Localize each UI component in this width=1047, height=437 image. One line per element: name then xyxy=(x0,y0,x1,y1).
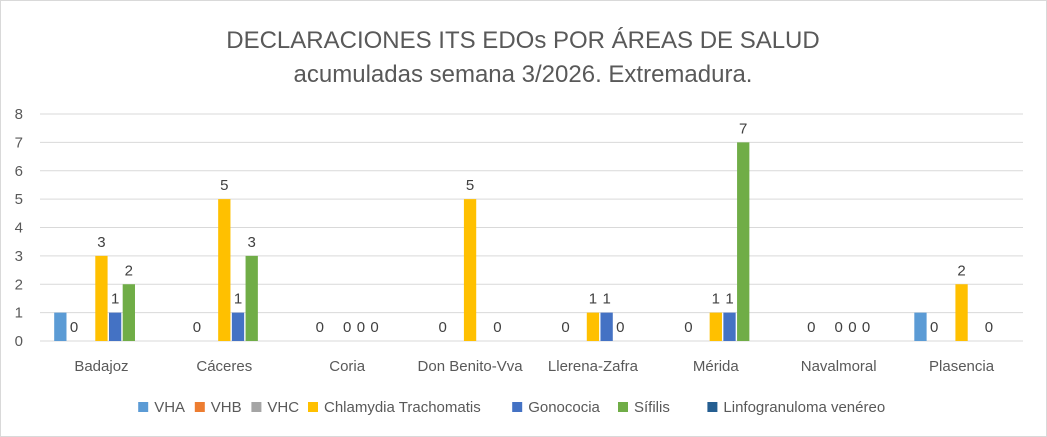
data-label: 1 xyxy=(234,291,242,308)
y-tick-label: 3 xyxy=(15,248,23,265)
bars-layer xyxy=(54,142,968,341)
x-category-label: Navalmoral xyxy=(801,358,877,375)
bar xyxy=(245,255,258,341)
data-label: 0 xyxy=(862,319,870,336)
x-category-label: Coria xyxy=(329,358,366,375)
data-label: 3 xyxy=(248,234,256,251)
data-label: 0 xyxy=(561,319,569,336)
data-label: 0 xyxy=(493,319,501,336)
data-label: 0 xyxy=(807,319,815,336)
legend-swatch xyxy=(308,402,318,412)
legend-label: VHC xyxy=(267,399,299,416)
data-label: 5 xyxy=(466,177,474,194)
bar xyxy=(108,312,122,341)
y-tick-label: 5 xyxy=(15,191,23,208)
chart-subtitle: acumuladas semana 3/2026. Extremadura. xyxy=(294,61,753,88)
x-category-label: Llerena-Zafra xyxy=(548,358,639,375)
legend-item: Sífilis xyxy=(618,399,670,416)
grid-layer xyxy=(40,113,1023,342)
bar xyxy=(709,312,722,341)
y-tick-label: 2 xyxy=(15,276,23,293)
data-label: 0 xyxy=(357,319,365,336)
legend-item: VHB xyxy=(194,399,242,416)
legend-label: VHB xyxy=(211,399,242,416)
x-category-label: Plasencia xyxy=(929,358,995,375)
data-label: 0 xyxy=(616,319,624,336)
data-label: 0 xyxy=(70,319,78,336)
bar xyxy=(586,312,600,341)
y-axis-ticks: 0 1 2 3 4 5 6 7 8 xyxy=(15,106,23,350)
bar xyxy=(95,255,108,341)
data-label: 0 xyxy=(316,319,324,336)
legend-item: Linfogranuloma venéreo xyxy=(707,399,885,416)
data-label: 1 xyxy=(712,291,720,308)
legend-label: Gonococia xyxy=(528,399,600,416)
data-label: 0 xyxy=(343,319,351,336)
legend-item: VHA xyxy=(138,399,185,416)
bar xyxy=(218,199,231,341)
data-label: 3 xyxy=(97,234,105,251)
legend-swatch xyxy=(618,402,628,412)
bar xyxy=(54,312,67,341)
y-tick-label: 7 xyxy=(15,134,23,151)
data-label: 1 xyxy=(602,291,610,308)
legend-swatch xyxy=(707,402,718,412)
data-label: 0 xyxy=(848,319,856,336)
data-label: 0 xyxy=(193,319,201,336)
x-category-label: Don Benito-Vva xyxy=(418,358,524,375)
bar xyxy=(122,284,135,341)
data-label: 7 xyxy=(739,120,747,137)
data-label: 2 xyxy=(125,262,133,279)
x-category-label: Cáceres xyxy=(196,358,252,375)
data-label: 1 xyxy=(111,291,119,308)
legend-swatch xyxy=(512,402,523,412)
legend-swatch xyxy=(138,402,149,412)
data-label: 2 xyxy=(957,262,965,279)
data-label: 0 xyxy=(370,319,378,336)
data-label: 0 xyxy=(985,319,993,336)
y-tick-label: 4 xyxy=(15,220,23,237)
legend-item: Chlamydia Trachomatis xyxy=(308,399,481,416)
bar xyxy=(737,142,750,341)
bar xyxy=(600,312,613,341)
legend: VHA VHB VHC Chlamydia Trachomatis Gonococia S… xyxy=(138,399,885,416)
y-tick-label: 6 xyxy=(15,163,23,180)
data-label: 1 xyxy=(725,291,733,308)
y-tick-label: 0 xyxy=(15,333,23,350)
legend-swatch xyxy=(251,402,262,412)
data-label: 5 xyxy=(220,177,228,194)
data-label: 0 xyxy=(438,319,446,336)
legend-label: VHA xyxy=(154,399,185,416)
legend-item: Gonococia xyxy=(512,399,601,416)
legend-swatch xyxy=(194,402,205,412)
data-label: 0 xyxy=(684,319,692,336)
chart-title: DECLARACIONES ITS EDOs POR ÁREAS DE SALU… xyxy=(226,27,819,54)
data-label: 0 xyxy=(930,319,938,336)
x-axis-categories: Badajoz Cáceres Coria Don Benito-Vva Llerena… xyxy=(74,358,994,375)
x-category-label: Mérida xyxy=(693,358,740,375)
legend-label: Chlamydia Trachomatis xyxy=(324,399,481,416)
legend-label: Sífilis xyxy=(634,399,670,416)
y-tick-label: 8 xyxy=(15,106,23,123)
legend-label: Linfogranuloma venéreo xyxy=(723,399,885,416)
bar xyxy=(723,312,736,341)
legend-item: VHC xyxy=(251,399,299,416)
y-tick-label: 1 xyxy=(15,305,23,322)
data-label: 1 xyxy=(589,291,597,308)
bar xyxy=(231,312,245,341)
bar xyxy=(463,199,477,341)
bar xyxy=(955,284,968,341)
data-label: 0 xyxy=(835,319,843,336)
bar xyxy=(914,312,927,341)
x-category-label: Badajoz xyxy=(74,358,128,375)
